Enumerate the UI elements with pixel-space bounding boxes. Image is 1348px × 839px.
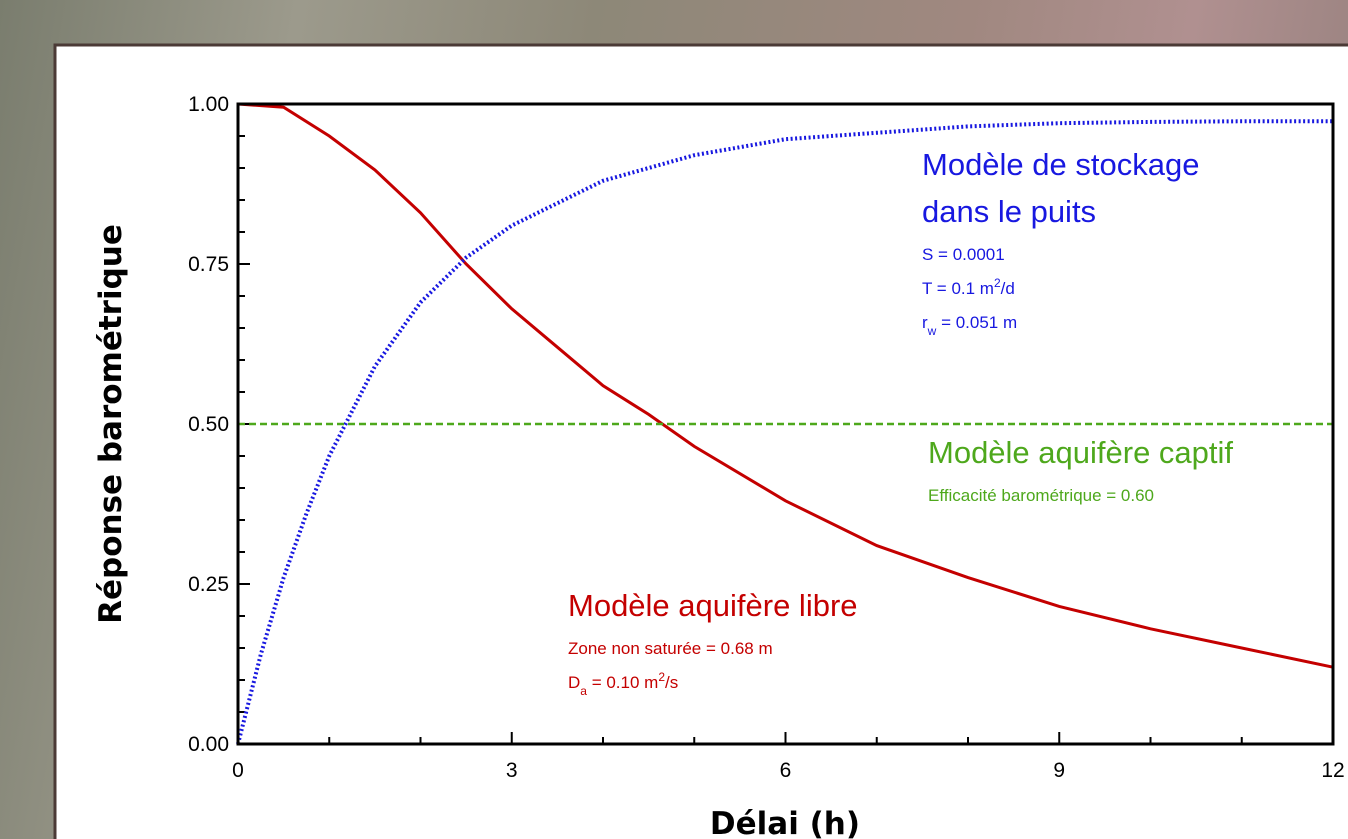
- page: Délai (h) Réponse barométrique 0 3 6 9 12 0.0…: [0, 0, 1348, 839]
- y-tick-label: 0.25: [188, 573, 229, 596]
- series-note: Zone non saturée = 0.68 m: [568, 639, 773, 658]
- series-label: Modèle aquifère libre: [568, 588, 858, 623]
- y-tick-label: 0.75: [188, 253, 229, 276]
- y-tick-label: 1.00: [188, 93, 229, 116]
- y-tick-label: 0.50: [188, 413, 229, 436]
- x-axis-title: Délai (h): [710, 806, 860, 839]
- note-segment: S = 0.0001: [922, 245, 1005, 264]
- x-tick-label: 6: [780, 759, 792, 782]
- y-tick-label: 0.00: [188, 733, 229, 756]
- chart: Délai (h) Réponse barométrique 0 3 6 9 12 0.0…: [0, 0, 1348, 839]
- note-segment: D: [568, 673, 580, 692]
- series-note: Efficacité barométrique = 0.60: [928, 486, 1154, 505]
- note-segment: /s: [665, 673, 678, 692]
- note-segment: Zone non saturée = 0.68 m: [568, 639, 773, 658]
- series-label: Modèle de stockage: [922, 147, 1199, 182]
- note-segment: T = 0.1 m: [922, 279, 994, 298]
- series-label: Modèle aquifère captif: [928, 435, 1233, 470]
- note-segment: = 0.051 m: [936, 313, 1017, 332]
- x-tick-label: 12: [1321, 759, 1344, 782]
- series-note: T = 0.1 m2/d: [922, 276, 1015, 298]
- note-segment: = 0.10 m: [587, 673, 658, 692]
- series-note: S = 0.0001: [922, 245, 1005, 264]
- note-segment: w: [927, 324, 937, 338]
- x-tick-label: 3: [506, 759, 518, 782]
- y-axis-title: Réponse barométrique: [93, 224, 129, 624]
- series-label: dans le puits: [922, 194, 1096, 229]
- x-tick-label: 0: [232, 759, 244, 782]
- x-tick-label: 9: [1053, 759, 1065, 782]
- note-segment: /d: [1001, 279, 1015, 298]
- note-segment: Efficacité barométrique = 0.60: [928, 486, 1154, 505]
